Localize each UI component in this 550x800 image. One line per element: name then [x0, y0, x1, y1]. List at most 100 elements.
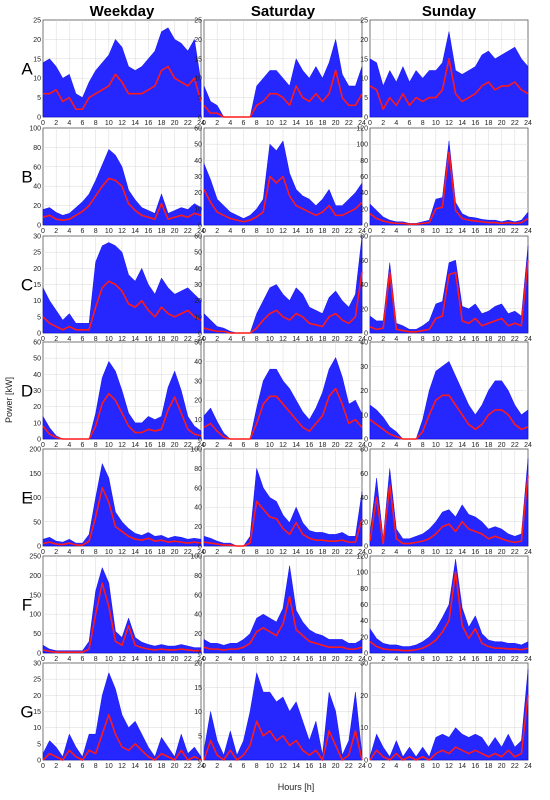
x-tick-label: 18	[319, 228, 327, 235]
column-title-saturday: Saturday	[251, 3, 316, 20]
x-tick-label: 6	[81, 763, 85, 770]
x-tick-label: 24	[524, 656, 532, 663]
x-tick-label: 6	[81, 656, 85, 663]
x-tick-label: 10	[432, 228, 440, 235]
y-tick-label: 100	[29, 612, 41, 619]
x-tick-label: 22	[184, 763, 192, 770]
x-tick-label: 14	[292, 228, 300, 235]
x-tick-label: 4	[228, 120, 232, 127]
x-tick-label: 0	[41, 442, 45, 449]
y-tick-label: 50	[33, 519, 41, 526]
x-tick-label: 22	[511, 120, 519, 127]
x-tick-label: 20	[332, 336, 340, 343]
y-tick-label: 10	[194, 76, 202, 83]
x-tick-label: 10	[105, 336, 113, 343]
x-tick-label: 20	[498, 656, 506, 663]
x-tick-label: 0	[368, 442, 372, 449]
x-tick-label: 2	[381, 442, 385, 449]
x-tick-label: 4	[228, 336, 232, 343]
series-mean-line	[203, 500, 363, 547]
x-tick-label: 10	[105, 228, 113, 235]
x-tick-label: 2	[54, 120, 58, 127]
x-tick-label: 0	[368, 120, 372, 127]
y-tick-label: 30	[194, 282, 202, 289]
x-tick-label: 20	[332, 763, 340, 770]
y-tick-label: 0	[198, 331, 202, 338]
x-tick-label: 18	[485, 336, 493, 343]
y-tick-label: 150	[29, 592, 41, 599]
row-label-a: A	[21, 60, 33, 79]
x-tick-label: 10	[105, 656, 113, 663]
x-tick-label: 8	[94, 763, 98, 770]
x-tick-label: 6	[81, 228, 85, 235]
x-tick-label: 0	[202, 228, 206, 235]
x-tick-label: 24	[524, 549, 532, 556]
y-tick-label: 30	[360, 661, 368, 668]
x-tick-label: 4	[67, 442, 71, 449]
x-tick-label: 4	[394, 120, 398, 127]
x-tick-label: 12	[445, 656, 453, 663]
y-tick-label: 20	[194, 190, 202, 197]
y-axis-label: Power [kW]	[4, 377, 14, 423]
x-tick-label: 14	[131, 549, 139, 556]
y-tick-label: 10	[194, 417, 202, 424]
x-tick-label: 10	[105, 120, 113, 127]
x-tick-label: 8	[94, 120, 98, 127]
x-tick-label: 8	[421, 656, 425, 663]
y-tick-label: 40	[194, 505, 202, 512]
x-tick-label: 16	[144, 228, 152, 235]
y-tick-label: 20	[194, 524, 202, 531]
x-tick-label: 8	[421, 120, 425, 127]
x-tick-label: 12	[118, 656, 126, 663]
series-band	[369, 245, 529, 334]
column-title-sunday: Sunday	[422, 3, 477, 20]
y-tick-label: 40	[194, 266, 202, 273]
y-tick-label: 30	[33, 388, 41, 395]
x-tick-label: 24	[358, 120, 366, 127]
x-tick-label: 6	[408, 120, 412, 127]
x-tick-label: 6	[408, 442, 412, 449]
x-tick-label: 0	[202, 442, 206, 449]
x-tick-label: 2	[381, 120, 385, 127]
x-tick-label: 14	[131, 763, 139, 770]
x-tick-label: 16	[305, 120, 313, 127]
y-tick-label: 20	[194, 37, 202, 44]
x-tick-label: 18	[158, 336, 166, 343]
x-tick-label: 4	[394, 763, 398, 770]
x-tick-label: 4	[394, 549, 398, 556]
x-tick-label: 16	[144, 763, 152, 770]
y-tick-label: 50	[33, 356, 41, 363]
x-tick-label: 0	[41, 228, 45, 235]
x-tick-label: 0	[368, 336, 372, 343]
x-tick-label: 2	[54, 336, 58, 343]
y-tick-label: 120	[356, 554, 368, 561]
x-tick-label: 16	[471, 120, 479, 127]
y-tick-label: 5	[37, 314, 41, 321]
x-tick-label: 20	[171, 656, 179, 663]
x-tick-label: 4	[228, 549, 232, 556]
series-band	[203, 468, 363, 547]
x-tick-label: 0	[202, 763, 206, 770]
y-tick-label: 20	[360, 206, 368, 213]
x-tick-label: 0	[202, 336, 206, 343]
y-tick-label: 10	[194, 206, 202, 213]
y-tick-label: 30	[194, 378, 202, 385]
series-band	[42, 462, 202, 547]
x-tick-label: 2	[381, 336, 385, 343]
series-mean-line	[203, 69, 363, 118]
x-tick-label: 12	[445, 228, 453, 235]
x-tick-label: 18	[319, 549, 327, 556]
x-tick-label: 20	[171, 442, 179, 449]
y-tick-label: 60	[194, 234, 202, 241]
x-tick-label: 10	[432, 763, 440, 770]
y-tick-label: 15	[194, 56, 202, 63]
x-tick-label: 20	[498, 442, 506, 449]
y-tick-label: 30	[33, 234, 41, 241]
y-tick-label: 0	[364, 758, 368, 765]
